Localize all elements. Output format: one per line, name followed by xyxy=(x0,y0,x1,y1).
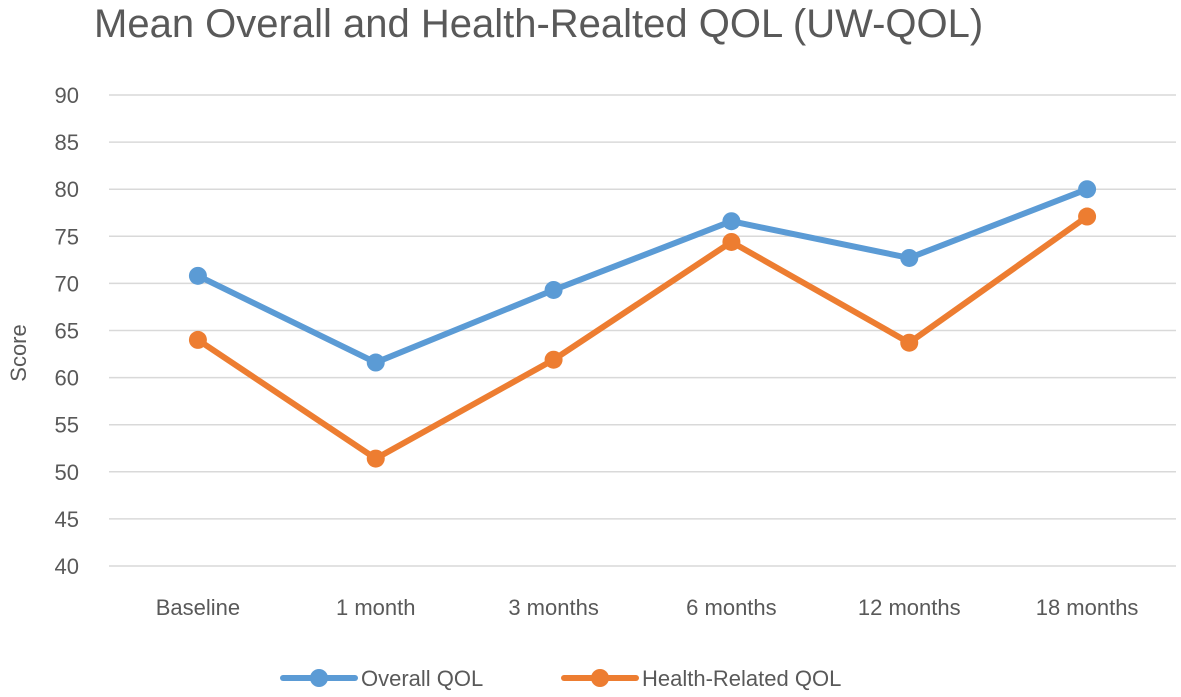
legend-item: Health-Related QOL xyxy=(561,666,841,691)
legend-label: Overall QOL xyxy=(361,666,483,691)
data-series xyxy=(188,180,1097,468)
series-health-related-qol xyxy=(188,207,1097,468)
data-point xyxy=(188,330,207,349)
x-tick-label: 6 months xyxy=(686,595,777,620)
chart-title: Mean Overall and Health-Realted QOL (UW-… xyxy=(94,2,984,46)
y-tick-label: 50 xyxy=(55,460,79,485)
data-point xyxy=(544,280,563,299)
y-tick-label: 70 xyxy=(55,271,79,296)
legend-label: Health-Related QOL xyxy=(642,666,841,691)
y-tick-label: 90 xyxy=(55,83,79,108)
y-tick-label: 80 xyxy=(55,177,79,202)
y-tick-label: 60 xyxy=(55,366,79,391)
legend: Overall QOL Health-Related QOL xyxy=(280,666,841,691)
y-tick-label: 45 xyxy=(55,507,79,532)
x-tick-label: Baseline xyxy=(156,595,240,620)
y-tick-label: 40 xyxy=(55,554,79,579)
data-point xyxy=(188,266,207,285)
y-axis-tick-labels: 40 45 50 55 60 65 70 75 80 85 90 xyxy=(55,83,79,579)
legend-marker xyxy=(310,669,328,687)
data-point xyxy=(544,350,563,369)
data-point xyxy=(366,449,385,468)
gridlines xyxy=(109,94,1176,567)
y-tick-label: 55 xyxy=(55,413,79,438)
y-tick-label: 65 xyxy=(55,319,79,344)
data-point xyxy=(900,248,919,267)
data-point xyxy=(722,232,741,251)
x-tick-label: 3 months xyxy=(508,595,599,620)
y-axis-title: Score xyxy=(6,324,31,381)
series-overall-qol xyxy=(188,180,1097,372)
data-point xyxy=(366,353,385,372)
x-tick-label: 12 months xyxy=(858,595,961,620)
x-tick-label: 18 months xyxy=(1036,595,1139,620)
series-line xyxy=(194,186,1091,366)
data-point xyxy=(1078,207,1097,226)
legend-item: Overall QOL xyxy=(280,666,483,691)
y-tick-label: 75 xyxy=(55,224,79,249)
data-point xyxy=(900,333,919,352)
data-point xyxy=(1078,180,1097,199)
x-axis-tick-labels: Baseline 1 month 3 months 6 months 12 months… xyxy=(156,595,1139,620)
data-point xyxy=(722,212,741,231)
legend-marker xyxy=(591,669,609,687)
y-tick-label: 85 xyxy=(55,130,79,155)
series-line xyxy=(194,213,1091,462)
x-tick-label: 1 month xyxy=(336,595,416,620)
